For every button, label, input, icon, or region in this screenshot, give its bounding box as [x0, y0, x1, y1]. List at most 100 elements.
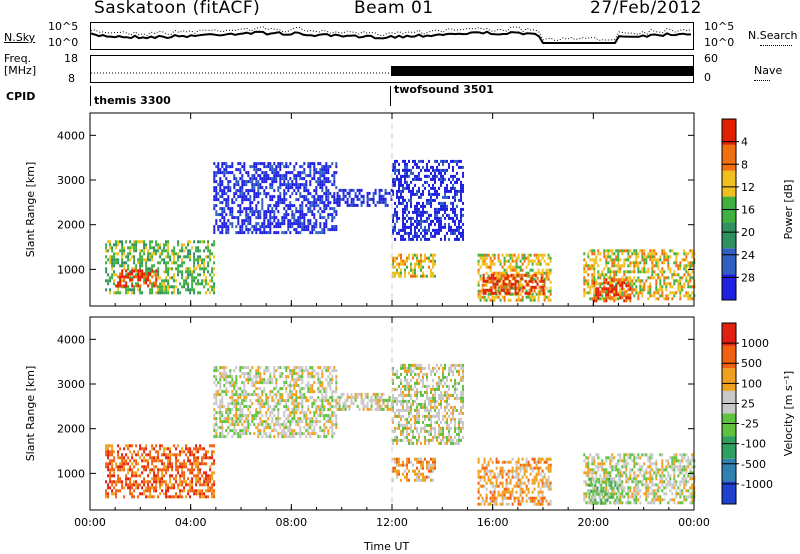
echo-cell-0: [211, 462, 214, 466]
echo-cell-0: [191, 480, 194, 484]
echo-cell-8: [595, 255, 598, 259]
echo-cell-2: [319, 207, 322, 211]
echo-cell-5: [412, 268, 414, 272]
echo-cell-0: [193, 462, 196, 466]
nave-label: Nave: [754, 64, 783, 77]
echo-cell-7: [520, 276, 523, 280]
echo-cell-1: [231, 435, 234, 439]
echo-cell-7: [510, 282, 513, 286]
echo-cell-2: [267, 210, 270, 214]
echo-cell-2: [251, 225, 254, 229]
echo-cell-7: [490, 273, 493, 277]
echo-cell-0: [143, 456, 146, 460]
echo-cell-3: [396, 372, 398, 376]
echo-cell-3: [392, 420, 394, 424]
echo-cell-4: [440, 174, 442, 178]
echo-cell-0: [161, 453, 164, 457]
echo-cell-0: [133, 285, 136, 289]
echo-cell-4: [444, 168, 446, 172]
echo-cell-8: [619, 258, 622, 262]
echo-cell-8: [669, 291, 672, 295]
echo-cell-4: [402, 186, 404, 190]
echo-cell-1: [311, 432, 314, 436]
echo-cell-2: [295, 162, 298, 166]
echo-cell-3: [338, 194, 341, 198]
echo-cell-1: [251, 420, 254, 424]
echo-cell-1: [273, 405, 276, 409]
echo-cell-2: [327, 189, 330, 193]
echo-cell-0: [177, 240, 180, 244]
colorbar-label: Power [dB]: [782, 180, 795, 240]
echo-cell-1: [323, 429, 326, 433]
echo-cell-2: [281, 222, 284, 226]
echo-cell-0: [205, 282, 208, 286]
echo-cell-6: [491, 253, 494, 257]
echo-cell-3: [396, 441, 398, 445]
echo-cell-1: [277, 402, 280, 406]
echo-cell-4: [462, 171, 464, 175]
echo-cell-2: [289, 186, 292, 190]
echo-cell-8: [621, 291, 624, 295]
echo-cell-7: [482, 288, 485, 292]
echo-cell-2: [319, 180, 322, 184]
echo-cell-9: [627, 293, 630, 297]
echo-cell-8: [637, 267, 640, 271]
echo-cell-3: [392, 369, 394, 373]
echo-cell-1: [307, 399, 310, 403]
echo-cell-8: [691, 255, 694, 259]
echo-cell-6: [493, 271, 496, 275]
echo-cell-4: [438, 168, 440, 172]
echo-cell-1: [259, 387, 262, 391]
echo-cell-2: [325, 198, 328, 202]
echo-cell-3: [402, 438, 404, 442]
echo-cell-1: [329, 372, 332, 376]
echo-cell-1: [215, 402, 218, 406]
echo-cell-2: [299, 231, 302, 235]
echo-cell-3: [426, 372, 428, 376]
echo-cell-2: [333, 198, 336, 202]
echo-cell-7: [494, 276, 497, 280]
echo-cell-1: [215, 399, 218, 403]
echo-cell-1: [243, 429, 246, 433]
echo-cell-1: [295, 402, 298, 406]
echo-cell-1: [263, 381, 266, 385]
echo-cell-1: [303, 396, 306, 400]
echo-cell-4: [424, 174, 426, 178]
echo-cell-2: [215, 165, 218, 169]
echo-cell-8: [643, 285, 646, 289]
echo-cell-0: [121, 480, 124, 484]
echo-cell-8: [605, 249, 608, 253]
echo-cell-8: [593, 291, 596, 295]
echo-cell-4: [436, 159, 438, 163]
echo-cell-0: [173, 486, 176, 490]
echo-cell-1: [231, 381, 234, 385]
echo-cell-0: [141, 261, 144, 265]
echo-cell-1: [291, 399, 294, 403]
echo-cell-0: [193, 474, 196, 478]
echo-cell-1: [235, 420, 238, 424]
echo-cell-2: [233, 186, 236, 190]
echo-cell-0: [143, 249, 146, 253]
echo-cell-1: [295, 399, 298, 403]
echo-cell-3: [400, 402, 402, 406]
echo-cell-1: [271, 399, 274, 403]
echo-cell-1: [325, 393, 328, 397]
echo-cell-2: [247, 171, 250, 175]
echo-cell-4: [436, 228, 438, 232]
echo-cell-2: [223, 207, 226, 211]
echo-cell-0: [185, 282, 188, 286]
echo-cell-6: [543, 259, 546, 263]
echo-cell-0: [121, 264, 124, 268]
echo-cell-2: [217, 162, 220, 166]
echo-cell-0: [187, 483, 190, 487]
echo-cell-9: [613, 293, 616, 297]
echo-cell-6: [483, 298, 486, 302]
echo-cell-0: [169, 453, 172, 457]
echo-cell-8: [667, 282, 670, 286]
echo-cell-3: [418, 375, 420, 379]
echo-cell-2: [327, 168, 330, 172]
echo-cell-4: [442, 207, 444, 211]
echo-cell-1: [323, 390, 326, 394]
echo-cell-9: [595, 299, 598, 303]
echo-cell-0: [117, 450, 120, 454]
